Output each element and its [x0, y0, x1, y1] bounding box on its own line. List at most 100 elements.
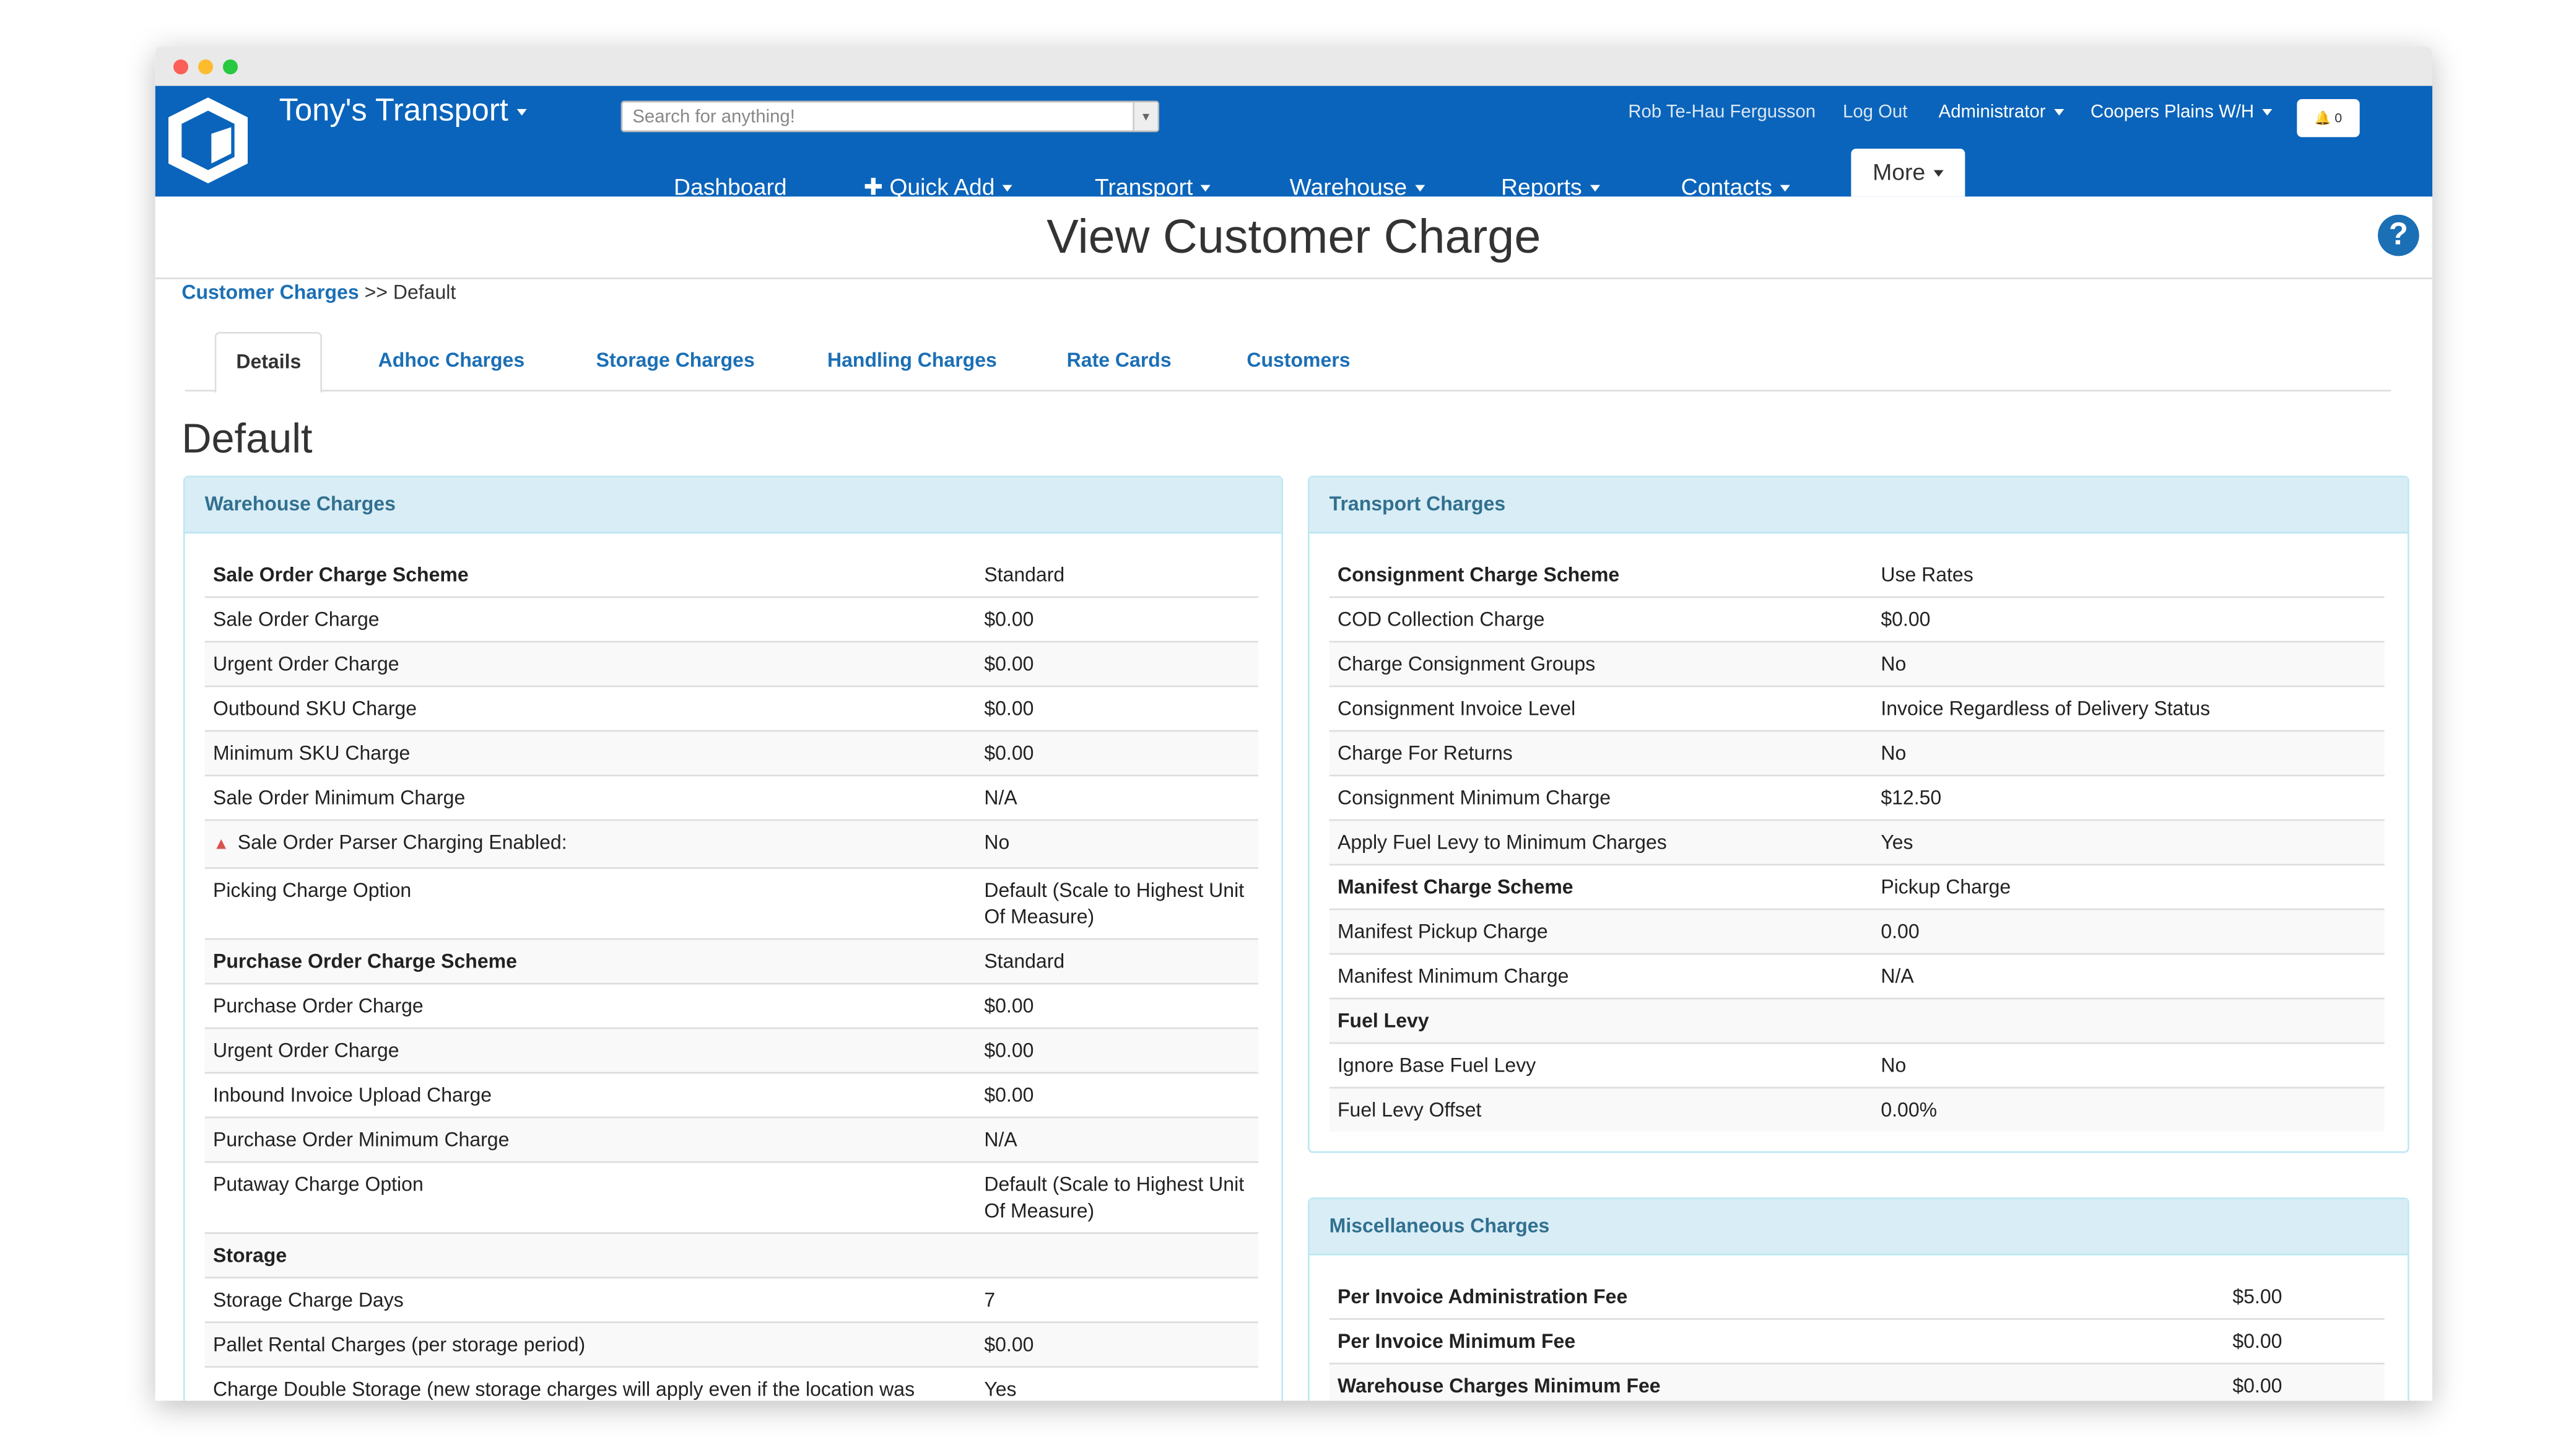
charge-label-cell: Ignore Base Fuel Levy [1329, 1042, 1873, 1088]
charge-row: Per Invoice Minimum Fee $0.00 [1329, 1318, 2385, 1364]
charge-value: $0.00 [984, 1083, 1034, 1107]
charge-value: N/A [1881, 964, 1914, 988]
charge-value-cell: $0.00 [976, 730, 1259, 776]
tab[interactable]: Details [214, 332, 323, 393]
charge-value: $0.00 [1881, 608, 1931, 631]
charge-value-cell: N/A [1873, 953, 2385, 999]
search-dropdown[interactable]: ▼ [1133, 102, 1158, 131]
panel-title: Transport Charges [1309, 477, 2408, 534]
logout-link[interactable]: Log Out [1843, 102, 1908, 123]
notification-button[interactable]: 🔔 0 [2297, 99, 2360, 138]
role-menu[interactable]: Administrator [1939, 102, 2064, 122]
nav-item[interactable]: More [1851, 149, 1965, 197]
charge-value: $5.00 [2232, 1285, 2282, 1309]
charge-row: Sale Order Minimum Charge N/A [204, 774, 1259, 821]
charge-value: No [1881, 1054, 1907, 1077]
charge-value: $0.00 [984, 994, 1034, 1018]
minimize-button[interactable] [198, 59, 214, 75]
charge-value-cell [976, 1232, 1259, 1278]
charge-label-cell: Putaway Charge Option [204, 1161, 977, 1233]
brand[interactable]: Tony's Transport [279, 94, 527, 131]
charge-label-cell: Storage Charge Days [204, 1277, 977, 1322]
charge-label: Fuel Levy Offset [1338, 1098, 1482, 1122]
charge-table: Consignment Charge Scheme Use Rates COD Co… [1329, 553, 2385, 1132]
nav-item[interactable]: Contacts [1681, 173, 1791, 200]
nav-item[interactable]: Reports [1501, 173, 1600, 200]
panel-title: Warehouse Charges [185, 477, 1282, 534]
charge-label: Storage Charge Days [213, 1288, 404, 1312]
charge-label: Manifest Charge Scheme [1338, 875, 1573, 899]
charge-value: No [1881, 741, 1907, 765]
warehouse-menu[interactable]: Coopers Plains W/H [2091, 102, 2272, 122]
tab[interactable]: Customers [1247, 348, 1351, 372]
tab[interactable]: Storage Charges [596, 348, 755, 372]
nav-item[interactable]: ✚ Quick Add [864, 173, 1013, 201]
charge-row: Consignment Charge Scheme Use Rates [1329, 553, 2385, 598]
charge-value: $0.00 [984, 697, 1034, 720]
charge-value-cell: Default (Scale to Highest Unit Of Measur… [976, 867, 1259, 940]
charge-label-cell: Charge For Returns [1329, 730, 1873, 776]
nav-item[interactable]: Warehouse [1290, 173, 1425, 200]
close-button[interactable] [173, 59, 189, 75]
logo[interactable] [162, 91, 254, 187]
charge-label-cell: Purchase Order Charge [204, 982, 977, 1029]
charge-value: Yes [1881, 831, 1913, 854]
charge-label: Ignore Base Fuel Levy [1338, 1054, 1536, 1077]
charge-row: Storage [204, 1232, 1259, 1278]
charge-label: Sale Order Minimum Charge [213, 786, 466, 810]
charge-label-cell: Minimum SKU Charge [204, 730, 977, 776]
tab[interactable]: Rate Cards [1066, 348, 1172, 372]
charge-label-cell: Charge Double Storage (new storage charg… [204, 1366, 977, 1401]
charge-row: Ignore Base Fuel Levy No [1329, 1042, 2385, 1088]
charge-label: Purchase Order Charge Scheme [213, 950, 517, 973]
charge-row: ▲ Sale Order Parser Charging Enabled: No [204, 819, 1259, 868]
charge-value: Invoice Regardless of Delivery Status [1881, 697, 2211, 720]
charge-value-cell: $5.00 [2224, 1275, 2385, 1319]
charge-label: Storage [213, 1244, 287, 1267]
breadcrumb-link[interactable]: Customer Charges [181, 281, 359, 304]
charge-value-cell: $0.00 [976, 1027, 1259, 1073]
charge-label: Consignment Charge Scheme [1338, 563, 1620, 587]
charge-label-cell: Manifest Pickup Charge [1329, 908, 1873, 955]
charge-value: $0.00 [984, 652, 1034, 676]
charge-value-cell: $0.00 [976, 1072, 1259, 1118]
zoom-button[interactable] [223, 59, 238, 75]
nav-item[interactable]: Transport [1095, 173, 1211, 200]
tab[interactable]: Adhoc Charges [378, 348, 525, 372]
charge-table: Sale Order Charge Scheme Standard Sale Ord… [204, 553, 1259, 1401]
charge-value-cell: 0.00% [1873, 1086, 2385, 1132]
tab-bar: Details Adhoc Charges Storage Charges Handl… [185, 332, 2391, 393]
charge-value-cell: $0.00 [976, 982, 1259, 1029]
charge-row: Minimum SKU Charge $0.00 [204, 730, 1259, 776]
help-button[interactable]: ? [2378, 214, 2419, 256]
charge-row: Consignment Invoice Level Invoice Regardl… [1329, 685, 2385, 732]
charge-label: Sale Order Charge Scheme [213, 563, 469, 587]
charge-label: Consignment Invoice Level [1338, 697, 1576, 720]
charge-value: Yes [984, 1378, 1017, 1401]
charge-label-cell: Charge Consignment Groups [1329, 640, 1873, 687]
notification-count: 0 [2334, 110, 2343, 126]
charge-value: Use Rates [1881, 563, 1973, 587]
charge-value-cell: N/A [976, 1116, 1259, 1163]
tab[interactable]: Handling Charges [827, 348, 997, 372]
charge-value-cell: Invoice Regardless of Delivery Status [1873, 685, 2385, 732]
charge-row: Purchase Order Minimum Charge N/A [204, 1116, 1259, 1163]
charge-value-cell: Use Rates [1873, 553, 2385, 598]
page-title: View Customer Charge [1046, 211, 1541, 264]
charge-value-cell: Yes [1873, 819, 2385, 865]
charge-row: COD Collection Charge $0.00 [1329, 596, 2385, 642]
charge-label-cell: Pallet Rental Charges (per storage perio… [204, 1321, 977, 1367]
charge-value-cell: $0.00 [976, 685, 1259, 732]
search-box[interactable]: Search for anything! ▼ [620, 100, 1160, 133]
charge-value: Default (Scale to Highest Unit Of Measur… [984, 1173, 1245, 1223]
charge-label: Charge Double Storage (new storage charg… [213, 1378, 915, 1401]
charge-row: Fuel Levy [1329, 997, 2385, 1044]
nav-item[interactable]: Dashboard [674, 173, 787, 200]
title-bar [155, 46, 2433, 86]
charge-label-cell: Consignment Minimum Charge [1329, 774, 1873, 821]
charge-row: Putaway Charge Option Default (Scale to H… [204, 1161, 1259, 1233]
charge-value: $0.00 [2232, 1374, 2282, 1398]
charge-label-cell: Sale Order Minimum Charge [204, 774, 977, 821]
charge-value: Default (Scale to Highest Unit Of Measur… [984, 878, 1245, 929]
user-name[interactable]: Rob Te-Hau Fergusson [1628, 102, 1816, 123]
